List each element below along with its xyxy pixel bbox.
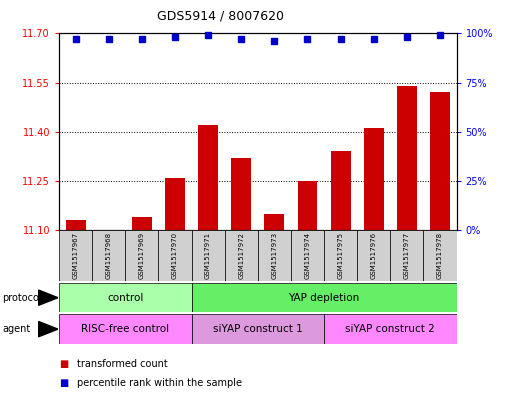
Bar — [331, 151, 350, 230]
Text: GSM1517972: GSM1517972 — [238, 232, 244, 279]
Bar — [125, 230, 159, 281]
Bar — [165, 178, 185, 230]
Text: control: control — [107, 293, 144, 303]
Bar — [390, 230, 423, 281]
Bar — [324, 314, 457, 344]
Text: GSM1517970: GSM1517970 — [172, 232, 178, 279]
Text: agent: agent — [3, 324, 31, 334]
Polygon shape — [38, 321, 58, 337]
Bar — [264, 213, 284, 230]
Text: GSM1517977: GSM1517977 — [404, 232, 410, 279]
Text: GSM1517976: GSM1517976 — [371, 232, 377, 279]
Text: GSM1517978: GSM1517978 — [437, 232, 443, 279]
Text: ■: ■ — [59, 378, 68, 388]
Bar — [159, 230, 191, 281]
Bar — [59, 230, 92, 281]
Bar — [397, 86, 417, 230]
Bar — [92, 230, 125, 281]
Bar — [191, 283, 457, 312]
Text: siYAP construct 2: siYAP construct 2 — [345, 324, 435, 334]
Bar — [198, 125, 218, 230]
Bar — [191, 230, 225, 281]
Bar — [291, 230, 324, 281]
Text: RISC-free control: RISC-free control — [81, 324, 169, 334]
Bar — [324, 230, 357, 281]
Bar — [258, 230, 291, 281]
Text: YAP depletion: YAP depletion — [288, 293, 360, 303]
Text: transformed count: transformed count — [77, 358, 168, 369]
Bar — [430, 92, 450, 230]
Text: GSM1517967: GSM1517967 — [72, 232, 78, 279]
Text: GSM1517968: GSM1517968 — [106, 232, 112, 279]
Text: GSM1517975: GSM1517975 — [338, 232, 344, 279]
Bar — [132, 217, 152, 230]
Bar — [298, 181, 318, 230]
Text: GSM1517973: GSM1517973 — [271, 232, 278, 279]
Text: protocol: protocol — [3, 293, 42, 303]
Text: ■: ■ — [59, 358, 68, 369]
Text: GSM1517971: GSM1517971 — [205, 232, 211, 279]
Bar — [423, 230, 457, 281]
Bar — [191, 314, 324, 344]
Text: percentile rank within the sample: percentile rank within the sample — [77, 378, 242, 388]
Text: siYAP construct 1: siYAP construct 1 — [213, 324, 303, 334]
Bar — [357, 230, 390, 281]
Polygon shape — [38, 290, 58, 305]
Bar — [364, 129, 384, 230]
Bar — [225, 230, 258, 281]
Bar — [59, 283, 191, 312]
Text: GSM1517974: GSM1517974 — [305, 232, 310, 279]
Bar — [59, 314, 191, 344]
Text: GDS5914 / 8007620: GDS5914 / 8007620 — [157, 10, 284, 23]
Bar — [231, 158, 251, 230]
Text: GSM1517969: GSM1517969 — [139, 232, 145, 279]
Bar — [66, 220, 86, 230]
